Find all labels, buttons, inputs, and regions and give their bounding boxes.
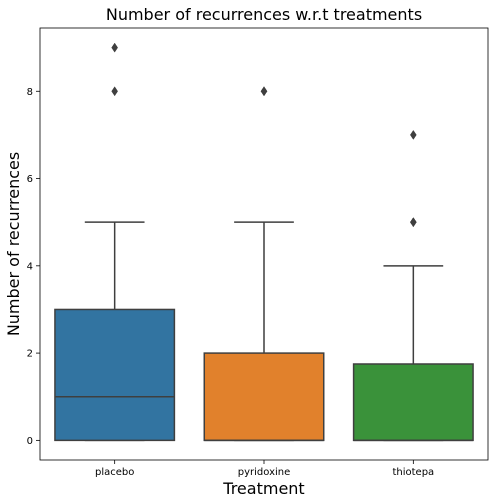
outlier-point	[410, 129, 417, 140]
y-tick-label: 4	[27, 261, 33, 272]
boxes-group	[54, 42, 474, 442]
box-thiotepa	[352, 129, 474, 442]
y-tick-label: 8	[27, 87, 33, 98]
x-axis: placebo pyridoxine thiotepa	[95, 460, 434, 478]
outlier-point	[410, 217, 417, 228]
box-placebo	[54, 42, 176, 442]
x-tick-label-placebo: placebo	[95, 467, 134, 478]
y-tick-label: 6	[27, 174, 33, 185]
outlier-point	[111, 42, 118, 53]
y-axis-label: Number of recurrences	[4, 152, 23, 336]
box-body	[352, 363, 474, 442]
box-body	[203, 352, 325, 442]
chart-title: Number of recurrences w.r.t treatments	[106, 5, 422, 24]
x-tick-label-pyridoxine: pyridoxine	[238, 467, 291, 478]
y-tick-label: 0	[27, 436, 33, 447]
box-pyridoxine	[203, 86, 325, 442]
outlier-point	[260, 86, 268, 97]
box-body	[54, 308, 176, 442]
y-axis: 0 2 4 6 8	[27, 87, 40, 447]
y-tick-label: 2	[27, 349, 33, 360]
outlier-point	[111, 86, 118, 97]
x-tick-label-thiotepa: thiotepa	[392, 467, 434, 478]
x-axis-label: Treatment	[222, 479, 304, 498]
